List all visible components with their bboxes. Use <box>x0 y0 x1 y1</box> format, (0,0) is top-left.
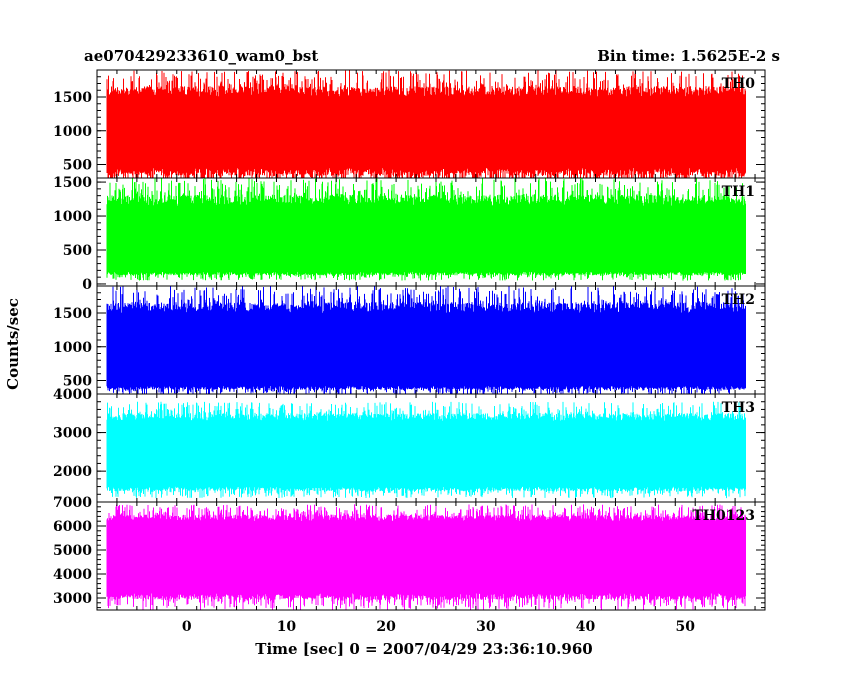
panel-label-th0123: TH0123 <box>692 508 755 524</box>
data-series-core-th0 <box>106 97 746 168</box>
y-tick-label: 1000 <box>53 209 92 225</box>
y-tick-label: 4000 <box>53 567 92 583</box>
x-tick-label: 10 <box>277 619 297 635</box>
y-tick-label: 500 <box>63 158 92 174</box>
y-tick-label: 1500 <box>53 175 92 191</box>
y-tick-label: 1500 <box>53 90 92 106</box>
y-tick-label: 1500 <box>53 306 92 322</box>
panel-frame <box>96 501 766 611</box>
y-tick-label: 0 <box>82 277 92 293</box>
panel-th1: 0 500 1000 1500 TH1 <box>53 175 766 293</box>
y-tick-label: 3000 <box>53 591 92 607</box>
x-tick-label: 30 <box>476 619 496 635</box>
y-tick-label: 6000 <box>53 519 92 535</box>
y-tick-label: 4000 <box>53 387 92 403</box>
x-tick-label: 40 <box>576 619 596 635</box>
y-tick-label: 2000 <box>53 464 92 480</box>
y-tick-label: 1000 <box>53 124 92 140</box>
x-axis-label: Time [sec] 0 = 2007/04/29 23:36:10.960 <box>255 640 592 658</box>
y-tick-label: 1000 <box>53 340 92 356</box>
x-tick-label: 0 <box>182 619 192 635</box>
panel-label-th0: TH0 <box>722 76 756 92</box>
panel-label-th2: TH2 <box>722 292 755 308</box>
data-series-core-th2 <box>106 313 746 386</box>
chart-title-left: ae070429233610_wam0_bst <box>84 47 318 65</box>
y-axis-label: Counts/sec <box>4 298 22 390</box>
y-tick-label: 500 <box>63 374 92 390</box>
panel-th0: 500 1000 1500 TH0 <box>53 69 766 179</box>
data-series-core-th3 <box>106 421 746 487</box>
panel-label-th1: TH1 <box>722 184 755 200</box>
data-series-core-th0123 <box>106 521 746 594</box>
y-tick-label: 3000 <box>53 426 92 442</box>
chart-title-right: Bin time: 1.5625E-2 s <box>597 47 780 65</box>
panel-th2: 500 1000 1500 TH2 <box>53 285 766 395</box>
y-tick-label: 7000 <box>53 495 92 511</box>
data-series-core-th1 <box>106 205 746 272</box>
panel-label-th3: TH3 <box>722 400 755 416</box>
panel-th0123: 3000 4000 5000 6000 7000 TH0123 <box>53 495 766 611</box>
panel-th3: 2000 3000 4000 TH3 <box>53 387 766 503</box>
x-tick-label: 20 <box>376 619 396 635</box>
panels-group: 50010001500TH0050010001500TH150010001500… <box>53 69 766 635</box>
y-tick-label: 5000 <box>53 543 92 559</box>
x-tick-label: 50 <box>675 619 695 635</box>
y-tick-label: 500 <box>63 243 92 259</box>
